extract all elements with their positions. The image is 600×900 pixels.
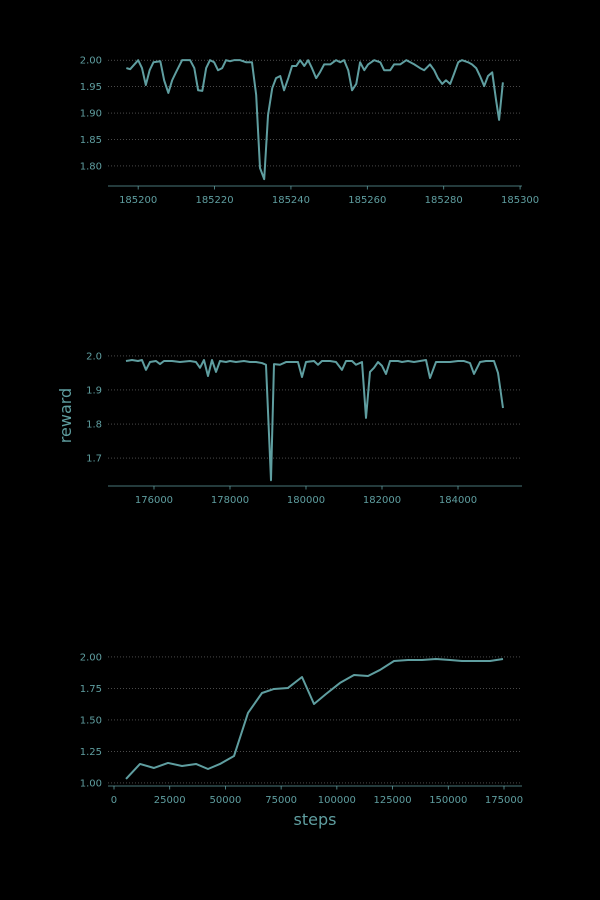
y-tick-label: 1.50	[80, 715, 102, 726]
y-tick-label: 1.90	[80, 109, 102, 120]
x-tick-label: 185200	[119, 195, 157, 206]
y-tick-label: 2.00	[80, 56, 102, 67]
data-line	[125, 657, 504, 780]
y-tick-label: 1.75	[80, 684, 102, 695]
x-tick-label: 180000	[287, 495, 325, 506]
y-tick-label: 1.80	[80, 161, 102, 172]
x-axis-label: steps	[294, 810, 337, 829]
x-tick-label: 25000	[154, 795, 186, 806]
x-tick-label: 150000	[429, 795, 467, 806]
x-tick-label: 176000	[135, 495, 173, 506]
y-tick-label: 1.7	[86, 454, 102, 465]
y-axis-label: reward	[56, 388, 75, 443]
x-tick-label: 125000	[373, 795, 411, 806]
y-tick-label: 1.8	[86, 420, 102, 431]
x-tick-label: 178000	[211, 495, 249, 506]
x-tick-label: 185280	[425, 195, 463, 206]
x-tick-label: 182000	[363, 495, 401, 506]
x-tick-label: 184000	[439, 495, 477, 506]
x-tick-label: 175000	[485, 795, 523, 806]
x-tick-label: 75000	[265, 795, 297, 806]
x-tick-label: 50000	[210, 795, 242, 806]
y-tick-label: 1.85	[80, 135, 102, 146]
y-tick-label: 1.00	[80, 778, 102, 789]
data-line	[125, 358, 504, 482]
x-tick-label: 185260	[348, 195, 386, 206]
y-tick-label: 1.25	[80, 747, 102, 758]
x-tick-label: 185300	[501, 195, 539, 206]
y-tick-label: 1.95	[80, 82, 102, 93]
data-line	[126, 59, 504, 181]
x-tick-label: 100000	[318, 795, 356, 806]
y-tick-label: 2.0	[86, 351, 102, 362]
x-tick-label: 0	[111, 795, 117, 806]
x-tick-label: 185240	[272, 195, 310, 206]
y-tick-label: 2.00	[80, 652, 102, 663]
x-tick-label: 185220	[195, 195, 233, 206]
y-tick-label: 1.9	[86, 385, 102, 396]
